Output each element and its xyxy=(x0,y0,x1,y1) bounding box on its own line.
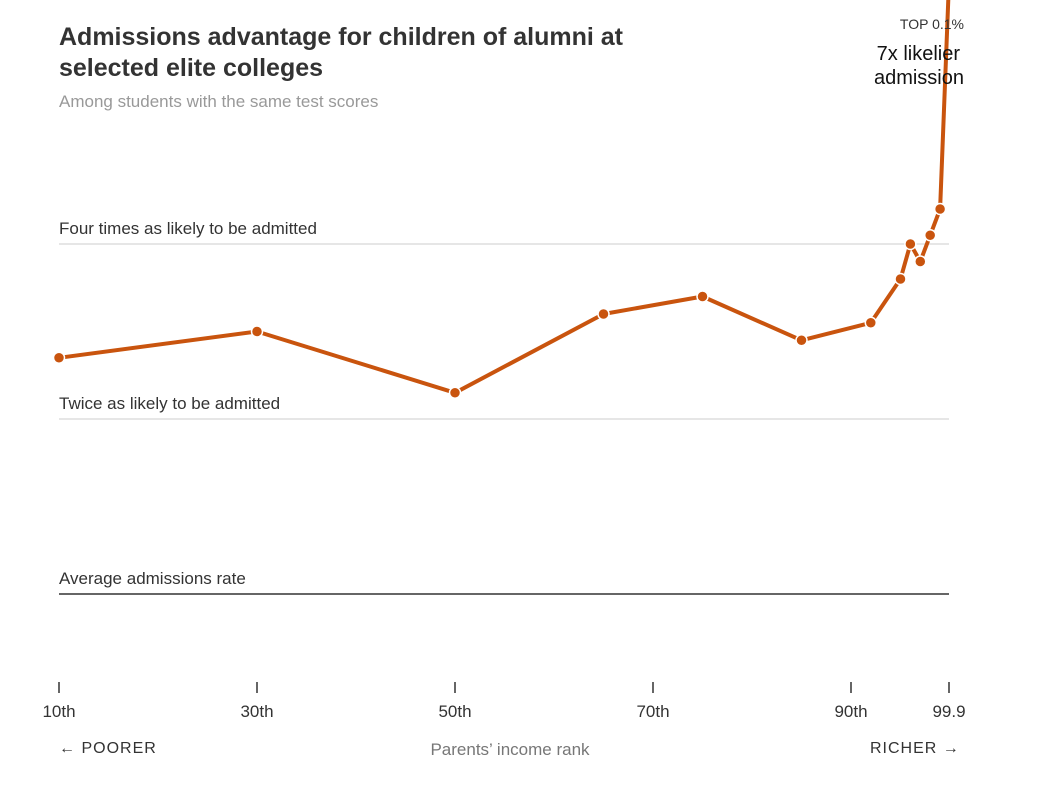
top-annotation: TOP 0.1% 7x likelier admission xyxy=(874,16,964,89)
poorer-direction-label: ← POORER xyxy=(59,740,157,757)
reference-label-0: Four times as likely to be admitted xyxy=(59,219,317,238)
data-series xyxy=(52,0,951,399)
data-point-0 xyxy=(52,351,66,364)
richer-direction-label: RICHER → xyxy=(870,740,960,757)
data-point-5 xyxy=(795,334,808,347)
x-tick-label-3: 70th xyxy=(636,702,669,721)
x-tick-label-0: 10th xyxy=(42,702,75,721)
annotation-line-2: admission xyxy=(874,67,964,89)
x-tick-label-2: 50th xyxy=(438,702,471,721)
data-point-10 xyxy=(923,229,937,242)
reference-label-2: Average admissions rate xyxy=(59,569,246,588)
x-tick-label-1: 30th xyxy=(240,702,273,721)
reference-lines: Four times as likely to be admitted Twice… xyxy=(59,219,949,595)
data-point-3 xyxy=(597,307,610,321)
data-point-7 xyxy=(894,272,907,286)
annotation-top-label: TOP 0.1% xyxy=(900,16,964,32)
series-line-0 xyxy=(57,0,951,395)
x-tick-label-5: 99.9 xyxy=(932,702,965,721)
x-axis-title: Parents’ income rank xyxy=(430,740,590,759)
data-point-1 xyxy=(250,325,264,338)
data-point-8 xyxy=(904,237,917,251)
data-point-11 xyxy=(933,202,947,216)
data-point-2 xyxy=(448,386,462,399)
x-tick-label-4: 90th xyxy=(834,702,867,721)
data-point-9 xyxy=(914,255,927,268)
data-point-6 xyxy=(864,316,878,329)
chart-subtitle: Among students with the same test scores xyxy=(59,92,379,111)
x-axis: 10th 30th 50th 70th 90th 99.9 xyxy=(42,682,966,721)
reference-label-1: Twice as likely to be admitted xyxy=(59,394,280,413)
chart-title: Admissions advantage for children of alu… xyxy=(59,23,623,82)
data-point-4 xyxy=(696,290,709,303)
annotation-line-1: 7x likelier xyxy=(877,43,961,65)
